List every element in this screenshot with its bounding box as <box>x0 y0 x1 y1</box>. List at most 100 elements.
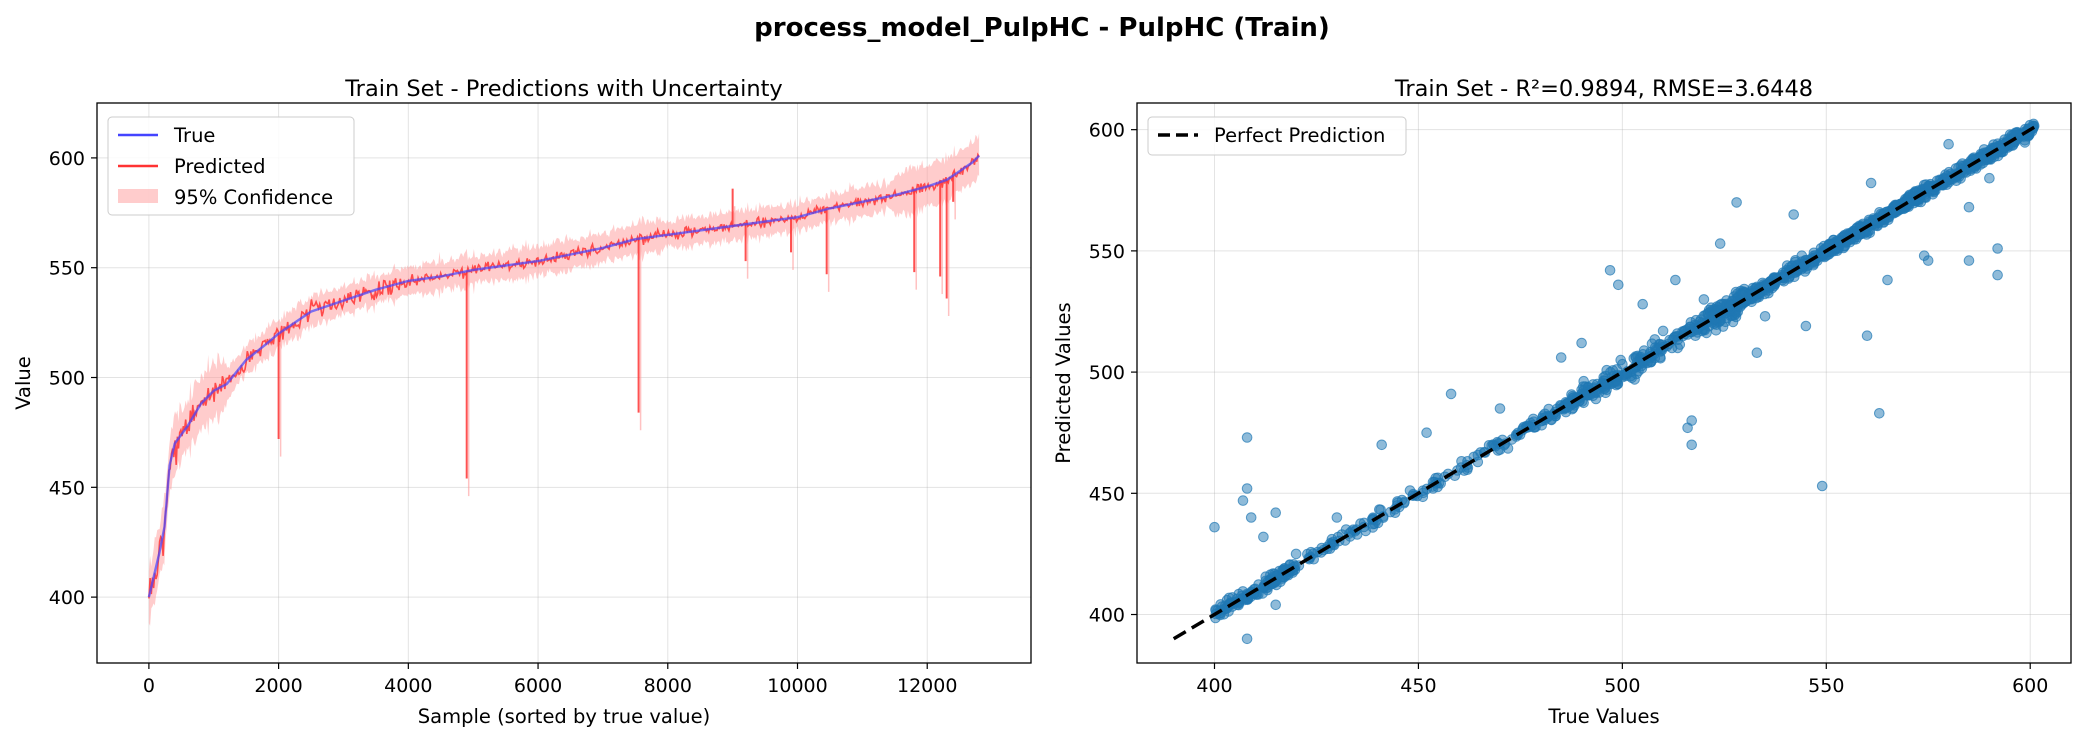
legend-confidence-swatch <box>118 189 158 203</box>
right-axes-frame <box>1136 102 2072 664</box>
scatter-outlier-point <box>1657 325 1669 337</box>
scatter-outlier-point <box>1984 172 1995 184</box>
left-chart-title: Train Set - Predictions with Uncertainty <box>344 76 783 102</box>
right-x-tick-label: 500 <box>1604 675 1640 697</box>
scatter-outlier-point <box>1731 197 1742 208</box>
scatter-outlier-point <box>1992 243 2003 254</box>
left-y-ticks: 400 450 500 550 600 <box>49 148 97 609</box>
scatter-outlier-point <box>1865 177 1877 189</box>
left-legend-box <box>107 116 355 216</box>
scatter-point <box>1668 332 1680 343</box>
left-y-tick-label: 500 <box>49 368 85 390</box>
scatter-outlier-point <box>1943 138 1954 150</box>
right-x-tick-label: 600 <box>2012 675 2048 697</box>
scatter-outlier-point <box>1751 347 1763 359</box>
scatter-outlier-point <box>1922 255 1934 266</box>
scatter-outlier-point <box>1613 279 1624 291</box>
right-y-tick-label: 550 <box>1089 241 1125 263</box>
legend-true-label: True <box>173 124 215 147</box>
scatter-point <box>1404 485 1416 496</box>
scatter-outlier-point <box>1714 238 1726 249</box>
left-x-tick-label: 4000 <box>384 675 432 697</box>
scatter-outlier-point <box>1992 269 2003 281</box>
scatter-outlier-point <box>1237 495 1249 506</box>
scatter-outlier-point <box>1963 201 1975 213</box>
scatter-outlier-point <box>1682 422 1693 434</box>
right-chart-title: Train Set - R²=0.9894, RMSE=3.6448 <box>1394 76 1813 102</box>
left-predicted-series <box>148 152 980 599</box>
left-x-tick-label: 10000 <box>767 675 827 697</box>
scatter-point <box>1790 256 1801 268</box>
scatter-outlier-point <box>1555 352 1567 363</box>
legend-predicted-label: Predicted <box>174 155 266 178</box>
left-axes-frame <box>96 102 1032 664</box>
scatter-outlier-point <box>1861 330 1873 342</box>
right-x-axis-label: True Values <box>1547 705 1659 728</box>
left-y-tick-label: 600 <box>49 148 85 170</box>
scatter-outlier-point <box>1686 439 1697 451</box>
scatter-point <box>1215 599 1226 610</box>
left-y-axis-label: Value <box>12 356 35 410</box>
legend-confidence-label: 95% Confidence <box>174 186 333 209</box>
scatter-outlier-point <box>1445 388 1457 400</box>
right-y-axis-label: Predicted Values <box>1052 302 1075 463</box>
right-chart: 400 450 500 550 600 400 450 500 550 600 Train Se… <box>1052 76 2072 728</box>
scatter-outlier-point <box>1637 298 1648 310</box>
scatter-point <box>1617 358 1628 370</box>
left-y-tick-label: 400 <box>49 587 85 609</box>
left-legend: True Predicted 95% Confidence <box>107 116 355 216</box>
legend-perfect-label: Perfect Prediction <box>1214 124 1385 147</box>
left-x-axis-label: Sample (sorted by true value) <box>418 705 710 728</box>
scatter-outlier-point <box>1258 531 1269 543</box>
scatter-outlier-point <box>1290 548 1302 560</box>
right-x-tick-label: 550 <box>1808 675 1844 697</box>
left-x-tick-label: 0 <box>143 675 155 697</box>
left-y-tick-label: 450 <box>49 477 85 499</box>
left-x-ticks: 0 2000 4000 6000 8000 10000 12000 <box>143 663 957 697</box>
scatter-outlier-point <box>1421 427 1432 439</box>
scatter-outlier-point <box>1670 274 1681 286</box>
right-y-tick-label: 600 <box>1089 120 1125 142</box>
scatter-outlier-point <box>1241 432 1253 443</box>
right-legend: Perfect Prediction <box>1147 116 1407 156</box>
scatter-outlier-point <box>1209 521 1220 533</box>
scatter-outlier-point <box>1270 507 1281 519</box>
scatter-point <box>1267 568 1279 579</box>
predicted-line <box>148 152 980 599</box>
left-true-series <box>147 154 980 598</box>
scatter-outlier-point <box>1604 265 1616 276</box>
left-confidence-band <box>148 133 980 626</box>
confidence-band-area <box>148 133 980 626</box>
left-x-tick-label: 12000 <box>897 675 957 697</box>
left-x-tick-label: 8000 <box>644 675 692 697</box>
scatter-outlier-point <box>1963 255 1975 266</box>
scatter-outlier-point <box>1270 599 1281 611</box>
right-x-tick-label: 450 <box>1400 675 1436 697</box>
scatter-outlier-point <box>1698 294 1710 305</box>
scatter-point <box>1328 539 1339 550</box>
scatter-outlier-point <box>1331 512 1343 523</box>
scatter-outlier-point <box>1376 439 1387 451</box>
right-y-tick-label: 500 <box>1089 362 1125 384</box>
right-y-tick-label: 450 <box>1089 483 1125 505</box>
true-line <box>147 154 980 598</box>
scatter-outlier-point <box>1882 274 1893 286</box>
scatter-outlier-point <box>1241 633 1253 645</box>
right-y-ticks: 400 450 500 550 600 <box>1089 120 1137 627</box>
left-y-tick-label: 550 <box>49 258 85 280</box>
scatter-outlier-point <box>1874 408 1885 419</box>
figure-title: process_model_PulpHC - PulpHC (Train) <box>754 13 1330 43</box>
scatter-point <box>1737 289 1748 301</box>
scatter-point <box>1655 353 1666 364</box>
scatter-outlier-point <box>1796 250 1808 261</box>
left-x-tick-label: 2000 <box>254 675 302 697</box>
scatter-point <box>1374 504 1385 515</box>
scatter-outlier-point <box>1241 483 1253 494</box>
left-chart: 0 2000 4000 6000 8000 10000 12000 400 450 500 550… <box>12 76 1032 728</box>
scatter-outlier-point <box>1576 337 1587 349</box>
scatter-outlier-point <box>1494 403 1506 414</box>
right-y-tick-label: 400 <box>1089 605 1125 627</box>
scatter-outlier-point <box>1800 320 1812 332</box>
left-x-tick-label: 6000 <box>514 675 562 697</box>
